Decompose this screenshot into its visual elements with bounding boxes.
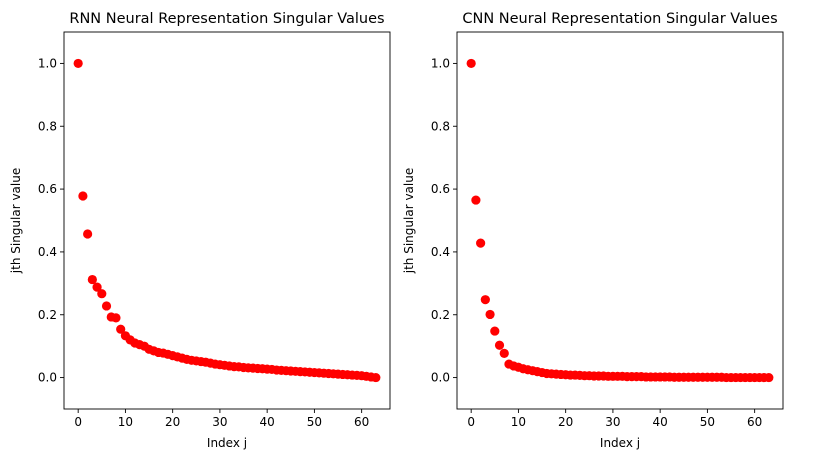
data-point: [480, 295, 490, 305]
y-tick-label: 0.8: [431, 119, 450, 133]
x-tick-label: 60: [354, 415, 369, 429]
y-tick-label: 0.4: [431, 245, 450, 259]
chart-title: CNN Neural Representation Singular Value…: [462, 11, 777, 27]
x-tick-label: 50: [307, 415, 322, 429]
plot-frame: [63, 31, 391, 410]
data-point: [471, 195, 481, 205]
data-point: [476, 238, 486, 248]
data-point: [490, 326, 500, 336]
y-axis-label: jth Singular value: [402, 168, 416, 274]
y-tick-label: 0.8: [38, 119, 57, 133]
data-point: [764, 372, 774, 383]
data-point: [371, 372, 381, 383]
cnn-scatter-panel: CNN Neural Representation Singular Value…: [402, 11, 784, 450]
data-point: [78, 191, 88, 201]
x-tick-label: 0: [467, 415, 475, 429]
data-point: [116, 324, 126, 334]
rnn-scatter-panel: RNN Neural Representation Singular Value…: [9, 11, 391, 450]
data-point: [111, 313, 121, 323]
x-axis-label: Index j: [207, 436, 247, 450]
x-tick-label: 10: [118, 415, 133, 429]
data-point: [466, 58, 476, 69]
x-tick-label: 10: [511, 415, 526, 429]
data-point: [101, 301, 112, 311]
data-point: [92, 282, 102, 292]
x-tick-label: 30: [212, 415, 227, 429]
x-tick-label: 20: [558, 415, 573, 429]
data-point: [499, 348, 509, 358]
data-point: [73, 58, 83, 69]
y-tick-label: 0.4: [38, 245, 57, 259]
x-tick-label: 60: [747, 415, 762, 429]
data-point: [83, 229, 93, 239]
y-tick-label: 0.2: [38, 308, 57, 322]
x-tick-label: 50: [700, 415, 715, 429]
y-axis-label: jth Singular value: [9, 168, 23, 274]
x-tick-label: 0: [74, 415, 82, 429]
x-tick-label: 30: [605, 415, 620, 429]
x-tick-label: 40: [260, 415, 275, 429]
data-point: [494, 340, 505, 350]
y-tick-label: 0.2: [431, 308, 450, 322]
y-tick-label: 1.0: [431, 56, 450, 70]
x-tick-label: 20: [165, 415, 180, 429]
y-tick-label: 0.6: [431, 182, 450, 196]
y-tick-label: 0.6: [38, 182, 57, 196]
plot-frame: [456, 31, 784, 410]
y-tick-label: 0.0: [38, 371, 57, 385]
x-tick-label: 40: [653, 415, 668, 429]
data-point: [97, 289, 107, 299]
x-axis-label: Index j: [600, 436, 640, 450]
data-point: [87, 274, 97, 285]
data-point: [485, 309, 495, 320]
y-tick-label: 1.0: [38, 56, 57, 70]
y-tick-label: 0.0: [431, 371, 450, 385]
chart-title: RNN Neural Representation Singular Value…: [69, 11, 384, 27]
